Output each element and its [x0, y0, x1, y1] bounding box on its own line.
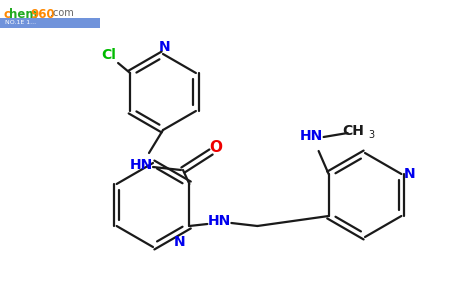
Text: HN: HN [300, 129, 323, 143]
Text: N: N [159, 40, 171, 54]
Text: CH: CH [343, 124, 365, 138]
Text: 3: 3 [369, 130, 374, 140]
Text: HN: HN [129, 158, 153, 172]
Text: .com: .com [50, 8, 74, 18]
Text: O: O [210, 141, 222, 156]
Bar [0, 18, 100, 28]
Text: c: c [4, 8, 11, 21]
Text: hem: hem [9, 8, 38, 21]
Text: 960: 960 [30, 8, 55, 21]
Text: NO.1E 1...: NO.1E 1... [5, 21, 36, 25]
Text: N: N [403, 167, 415, 181]
Text: Cl: Cl [101, 48, 117, 62]
Text: N: N [173, 234, 185, 248]
Text: HN: HN [208, 214, 231, 228]
